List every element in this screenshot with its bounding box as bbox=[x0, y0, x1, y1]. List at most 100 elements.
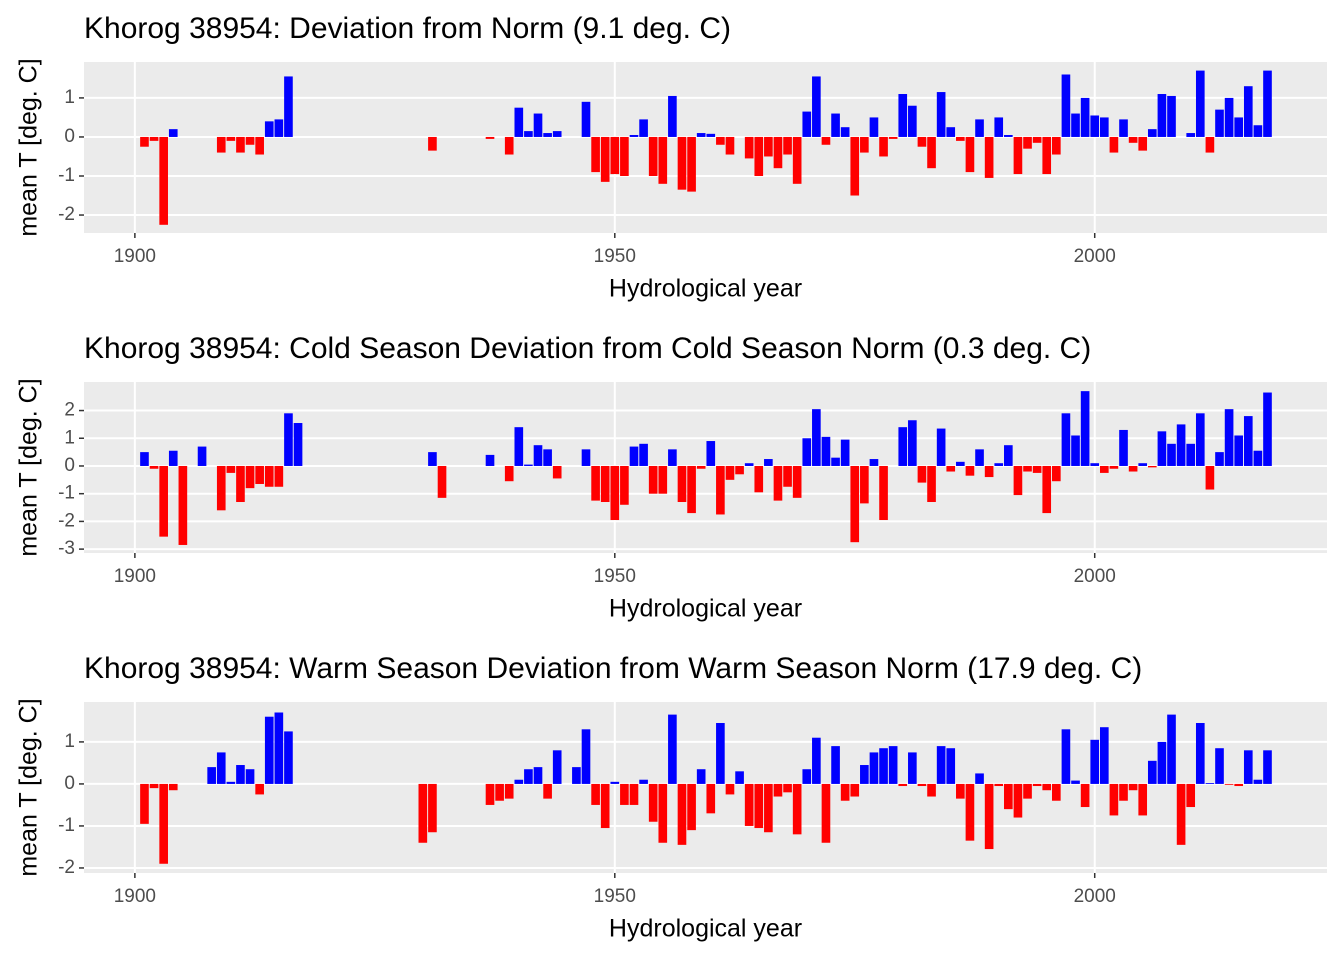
bar bbox=[197, 446, 207, 466]
bar bbox=[1004, 445, 1013, 466]
bar bbox=[1234, 435, 1244, 466]
bar bbox=[1147, 465, 1157, 468]
bar bbox=[888, 136, 898, 139]
bar bbox=[783, 136, 792, 155]
bar bbox=[236, 136, 245, 153]
bar bbox=[1013, 783, 1023, 818]
bar bbox=[840, 127, 850, 137]
bar bbox=[236, 765, 245, 784]
bar bbox=[255, 783, 264, 795]
bar bbox=[936, 428, 946, 466]
bar bbox=[994, 783, 1004, 787]
bar bbox=[696, 769, 706, 784]
y-tick-label: 0 bbox=[64, 126, 75, 147]
bar bbox=[706, 133, 716, 137]
bar bbox=[821, 783, 831, 843]
bar bbox=[264, 121, 274, 137]
bar bbox=[1032, 136, 1042, 143]
bar bbox=[648, 783, 658, 822]
bar bbox=[620, 465, 629, 505]
bar bbox=[1263, 750, 1272, 784]
bar bbox=[149, 783, 159, 789]
panel: Khorog 38954: Deviation from Norm (9.1 d… bbox=[15, 12, 1327, 303]
bar bbox=[1128, 465, 1138, 472]
bar bbox=[620, 783, 629, 805]
bar bbox=[888, 746, 898, 784]
bar bbox=[735, 465, 744, 475]
chart-title: Khorog 38954: Deviation from Norm (9.1 d… bbox=[84, 12, 731, 45]
y-tick-label: -2 bbox=[58, 510, 75, 531]
x-tick-label: 1950 bbox=[594, 246, 636, 267]
x-tick-label: 1900 bbox=[114, 886, 156, 907]
bar bbox=[495, 783, 504, 801]
bar bbox=[1061, 729, 1071, 784]
y-tick-label: -2 bbox=[58, 204, 75, 225]
x-tick-label: 1950 bbox=[594, 566, 636, 587]
bar bbox=[284, 76, 293, 137]
bar bbox=[754, 136, 764, 176]
bar bbox=[284, 731, 293, 784]
bar bbox=[984, 136, 994, 178]
bar bbox=[648, 136, 658, 176]
bar bbox=[946, 465, 956, 472]
bar bbox=[860, 465, 869, 504]
bar bbox=[610, 465, 620, 521]
y-tick-label: -3 bbox=[58, 538, 75, 559]
bar bbox=[140, 452, 149, 466]
bar bbox=[533, 113, 543, 137]
bar bbox=[572, 767, 581, 784]
bar bbox=[600, 465, 610, 503]
bar bbox=[1042, 465, 1052, 514]
bar bbox=[898, 427, 908, 466]
bar bbox=[543, 449, 552, 466]
bar bbox=[764, 783, 773, 833]
bar bbox=[1224, 97, 1234, 137]
bar bbox=[1080, 783, 1090, 808]
bar bbox=[946, 748, 956, 784]
chart-title: Khorog 38954: Cold Season Deviation from… bbox=[84, 332, 1091, 365]
x-tick-label: 2000 bbox=[1074, 566, 1116, 587]
bar bbox=[1052, 465, 1061, 482]
bar bbox=[236, 465, 245, 503]
bar bbox=[706, 441, 716, 466]
bar bbox=[428, 136, 437, 151]
bar bbox=[946, 127, 956, 137]
bar bbox=[936, 746, 946, 784]
bar bbox=[178, 465, 188, 545]
bar bbox=[792, 465, 802, 498]
bar bbox=[639, 119, 648, 137]
bar bbox=[418, 783, 428, 843]
y-tick-label: -1 bbox=[58, 815, 75, 836]
x-tick-label: 2000 bbox=[1074, 246, 1116, 267]
bar bbox=[658, 136, 668, 184]
bar bbox=[917, 465, 927, 483]
bar bbox=[706, 783, 716, 814]
bar bbox=[1128, 136, 1138, 143]
bar bbox=[696, 133, 706, 137]
bar bbox=[552, 465, 562, 479]
bar bbox=[840, 439, 850, 466]
bar bbox=[264, 465, 274, 487]
bar bbox=[1215, 109, 1224, 137]
bar bbox=[168, 783, 178, 791]
bar bbox=[821, 436, 831, 466]
bar bbox=[504, 783, 514, 799]
bar bbox=[744, 463, 754, 466]
bar bbox=[744, 783, 754, 826]
bar bbox=[1205, 136, 1215, 153]
bar bbox=[1080, 391, 1090, 466]
bar bbox=[994, 463, 1004, 466]
bar bbox=[274, 712, 284, 784]
bar bbox=[581, 101, 591, 137]
bar bbox=[1205, 465, 1215, 490]
bar bbox=[1061, 74, 1071, 137]
bar bbox=[1147, 760, 1157, 784]
bar bbox=[245, 136, 255, 145]
bar bbox=[504, 465, 514, 482]
bar bbox=[1109, 465, 1119, 469]
bar bbox=[1138, 783, 1148, 816]
bar bbox=[975, 773, 984, 784]
bar bbox=[610, 781, 620, 784]
bar bbox=[207, 767, 216, 784]
bar bbox=[524, 769, 533, 784]
